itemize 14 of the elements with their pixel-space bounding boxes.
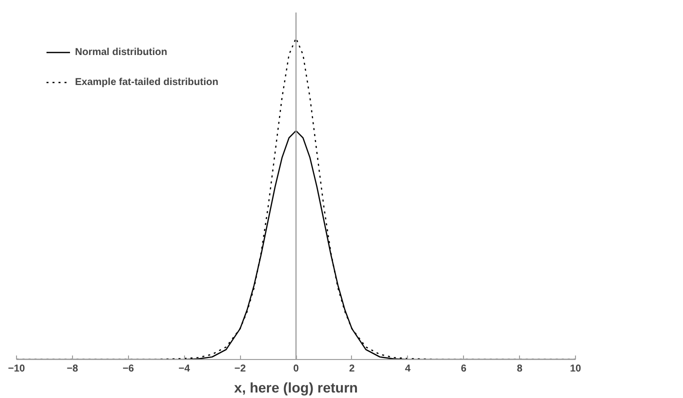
- x-tick-label: 4: [405, 364, 412, 374]
- legend-label: Normal distribution: [75, 46, 168, 58]
- legend-label: Example fat-tailed distribution: [75, 76, 218, 88]
- x-tick-label: −2: [234, 364, 246, 374]
- x-tick-label: −4: [178, 364, 190, 374]
- x-tick-label: −10: [8, 364, 26, 374]
- x-tick-label: 6: [460, 364, 467, 374]
- x-tick-label: 10: [570, 364, 582, 374]
- x-tick-label: 0: [293, 364, 300, 374]
- x-tick-label: 8: [516, 364, 523, 374]
- x-tick-label: −6: [122, 364, 134, 374]
- x-axis-title: x, here (log) return: [234, 380, 358, 396]
- x-tick-label: −8: [66, 364, 79, 374]
- x-tick-label: 2: [349, 364, 356, 374]
